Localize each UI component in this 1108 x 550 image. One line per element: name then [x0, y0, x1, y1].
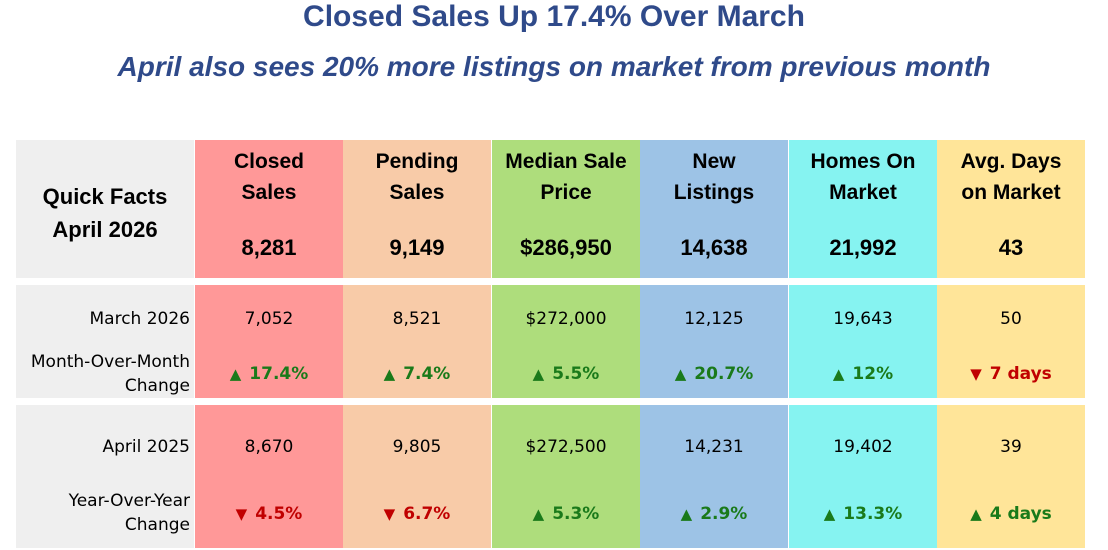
march-value: 12,125 [684, 309, 744, 329]
current-value: 43 [998, 235, 1024, 260]
change-text: 7 days [989, 364, 1052, 384]
current-value: 21,992 [829, 235, 897, 260]
row-label-yoy-line2: Change [124, 515, 190, 535]
section-divider [16, 398, 1092, 405]
quick-facts-table: Quick Facts April 2026 March 2026 Month-… [16, 140, 1092, 548]
row-label-column: Quick Facts April 2026 March 2026 Month-… [16, 140, 194, 548]
current-value: 9,149 [389, 235, 445, 260]
mom-change: ▲ 20.7% [640, 363, 788, 385]
column-closed: Closed Sales 8,281 7,052 ▲ 17.4% 8,670 ▼ 4.5% [195, 140, 343, 548]
quick-facts-line2: April 2026 [52, 217, 158, 242]
page-subtitle: April also sees 20% more listings on mar… [117, 51, 991, 82]
column-header-line1: Pending [375, 150, 459, 173]
triangle-up-icon: ▲ [229, 365, 242, 383]
section-divider [16, 278, 1092, 285]
yoy-change: ▲ 13.3% [789, 503, 937, 525]
column-header: Homes On Market [789, 146, 937, 208]
row-label-april-2025: April 2025 [102, 437, 190, 457]
column-header-line2: Listings [673, 181, 755, 204]
mom-change: ▲ 7.4% [343, 363, 491, 385]
column-header: Closed Sales [195, 146, 343, 208]
change-text: 17.4% [249, 364, 309, 384]
change-text: 4 days [989, 504, 1052, 524]
change-text: 20.7% [694, 364, 754, 384]
triangle-down-icon: ▼ [235, 505, 248, 523]
page-title: Closed Sales Up 17.4% Over March [303, 0, 805, 33]
april-2025-value: 39 [1000, 437, 1022, 457]
triangle-up-icon: ▲ [832, 365, 845, 383]
column-header: New Listings [640, 146, 788, 208]
column-header-line2: Price [540, 181, 592, 204]
row-label-mom-line2: Change [124, 376, 190, 396]
column-header-line2: Sales [241, 181, 297, 204]
triangle-down-icon: ▼ [970, 365, 982, 383]
row-label-mom-change: Month-Over-Month Change [31, 350, 190, 398]
column-median: Median Sale Price $286,950 $272,000 ▲ 5.5% $27… [492, 140, 640, 548]
row-label-yoy-change: Year-Over-Year Change [69, 489, 190, 537]
april-2025-value: 14,231 [684, 437, 744, 457]
change-text: 12% [852, 364, 894, 384]
column-header: Pending Sales [343, 146, 491, 208]
april-2025-value: $272,500 [525, 437, 607, 457]
column-header-line1: Closed [233, 150, 304, 173]
quick-facts-line1: Quick Facts [42, 184, 168, 209]
row-label-mom-line1: Month-Over-Month [30, 352, 190, 372]
change-text: 4.5% [255, 504, 303, 524]
column-header-line2: Sales [389, 181, 445, 204]
column-new: New Listings 14,638 12,125 ▲ 20.7% 14,231 ▲ 2.9% [640, 140, 788, 548]
triangle-up-icon: ▲ [674, 365, 687, 383]
march-value: $272,000 [525, 309, 607, 329]
current-value: 8,281 [241, 235, 297, 260]
current-value: 14,638 [680, 235, 748, 260]
row-label-yoy-line1: Year-Over-Year [68, 491, 190, 511]
triangle-down-icon: ▼ [383, 505, 396, 523]
mom-change: ▼ 7 days [937, 363, 1085, 385]
row-label-march: March 2026 [89, 309, 191, 329]
change-text: 7.4% [403, 364, 451, 384]
triangle-up-icon: ▲ [680, 505, 693, 523]
mom-change: ▲ 17.4% [195, 363, 343, 385]
march-value: 50 [1000, 309, 1022, 329]
triangle-up-icon: ▲ [970, 505, 982, 523]
march-value: 19,643 [833, 309, 893, 329]
april-2025-value: 8,670 [244, 437, 294, 457]
column-header-line1: Homes On [810, 150, 916, 173]
column-header-line1: Avg. Days [960, 150, 1062, 173]
column-header-line1: Median Sale [505, 150, 627, 173]
column-header-line2: Market [829, 181, 897, 204]
yoy-change: ▲ 5.3% [492, 503, 640, 525]
change-text: 2.9% [700, 504, 748, 524]
mom-change: ▲ 5.5% [492, 363, 640, 385]
mom-change: ▲ 12% [789, 363, 937, 385]
march-value: 7,052 [244, 309, 294, 329]
column-homes: Homes On Market 21,992 19,643 ▲ 12% 19,402 ▲ 13.… [789, 140, 937, 548]
yoy-change: ▼ 4.5% [195, 503, 343, 525]
triangle-up-icon: ▲ [383, 365, 396, 383]
yoy-change: ▲ 4 days [937, 503, 1085, 525]
column-header: Avg. Days on Market [937, 146, 1085, 208]
change-text: 5.5% [552, 364, 600, 384]
current-value: $286,950 [520, 235, 612, 260]
column-days: Avg. Days on Market 43 50 ▼ 7 days 39 ▲ 4 days [937, 140, 1085, 548]
change-text: 13.3% [843, 504, 903, 524]
april-2025-value: 19,402 [833, 437, 893, 457]
april-2025-value: 9,805 [392, 437, 442, 457]
triangle-up-icon: ▲ [823, 505, 836, 523]
yoy-change: ▲ 2.9% [640, 503, 788, 525]
yoy-change: ▼ 6.7% [343, 503, 491, 525]
column-header: Median Sale Price [492, 146, 640, 208]
column-pending: Pending Sales 9,149 8,521 ▲ 7.4% 9,805 ▼ 6.7% [343, 140, 491, 548]
change-text: 5.3% [552, 504, 600, 524]
change-text: 6.7% [403, 504, 451, 524]
quick-facts-heading: Quick Facts April 2026 [16, 180, 194, 246]
march-value: 8,521 [392, 309, 442, 329]
triangle-up-icon: ▲ [532, 505, 545, 523]
column-header-line2: on Market [961, 181, 1061, 204]
triangle-up-icon: ▲ [532, 365, 545, 383]
column-header-line1: New [692, 150, 736, 173]
